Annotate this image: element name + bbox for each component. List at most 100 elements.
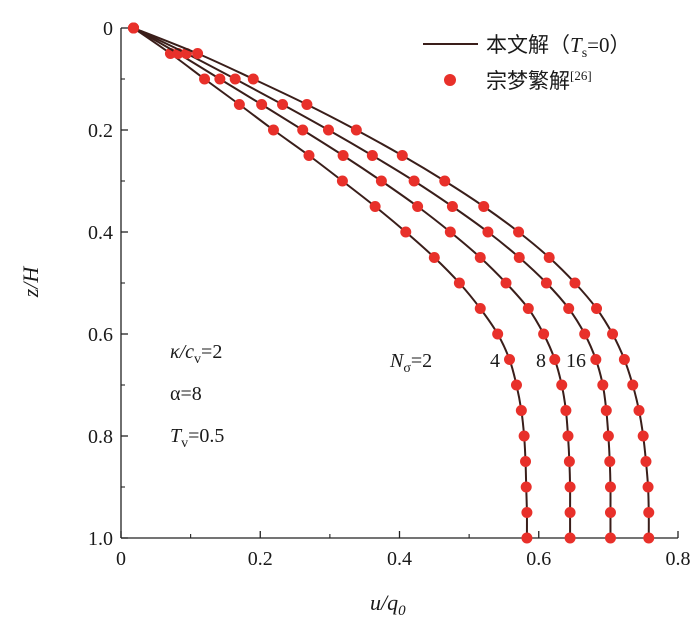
series-1-point [556, 379, 568, 391]
series-2-point [446, 201, 458, 212]
series-0-point [520, 481, 532, 493]
series-0-point [199, 73, 211, 85]
series-3-point [192, 48, 204, 59]
series-2-point [597, 379, 609, 391]
series-0-point [474, 303, 486, 314]
series-0-point [521, 532, 533, 544]
series-3-point [640, 456, 652, 467]
series-3-point [439, 175, 451, 187]
series-0-point [520, 456, 532, 467]
x-tick-label: 0.8 [666, 548, 691, 570]
series-2-point [604, 456, 616, 467]
series-2-point [366, 150, 378, 161]
series-3-point [128, 22, 140, 34]
series-1-point [256, 99, 268, 110]
curve-label-n4: 4 [490, 350, 500, 372]
series-3-point [643, 532, 655, 544]
series-2-point [513, 252, 525, 263]
x-tick-label: 0.2 [248, 548, 273, 570]
y-tick-label: 0.6 [88, 324, 113, 346]
series-2-point [604, 481, 616, 493]
series-0-point [267, 124, 279, 136]
series-2-point [602, 430, 614, 442]
series-3-point [247, 73, 259, 85]
series-3-point [633, 405, 645, 416]
series-1-point [474, 252, 486, 263]
y-tick-label: 0 [103, 18, 113, 40]
series-2-point [604, 507, 616, 518]
series-2-point [322, 124, 334, 136]
series-3-point [543, 252, 555, 263]
series-1-point [412, 201, 424, 212]
series-1-point [522, 303, 534, 314]
series-1-point [297, 124, 309, 136]
y-tick-label: 0.2 [88, 120, 113, 142]
series-1-point [563, 456, 575, 467]
series-2-point [563, 303, 575, 314]
series-2-point [579, 328, 591, 340]
y-tick-label: 0.8 [88, 426, 113, 448]
legend-marker-label: 宗梦繁解[26] [486, 68, 592, 93]
series-0-point [521, 507, 533, 518]
y-axis: 0 0.2 0.4 0.6 0.8 1.0 [88, 18, 128, 550]
series-0-point [518, 430, 530, 442]
series-0-point [492, 328, 504, 340]
series-3-point [569, 277, 581, 289]
series-0-point [336, 175, 348, 187]
x-tick-label: 0 [116, 548, 126, 570]
x-tick-label: 0.6 [526, 548, 551, 570]
series-3-point [618, 354, 630, 365]
series-0-point [504, 354, 516, 365]
series-2-point [600, 405, 612, 416]
series-2-point [277, 99, 289, 110]
series-0-point [400, 226, 412, 238]
y-axis-title: z/H [18, 266, 43, 299]
x-axis: 0 0.2 0.4 0.6 0.8 [116, 531, 691, 570]
series-1-point [562, 430, 574, 442]
series-1-point [214, 73, 226, 85]
series-line-0 [132, 27, 528, 539]
series-1-point [337, 150, 349, 161]
x-axis-title-sub: 0 [398, 603, 406, 619]
legend-marker-swatch [444, 74, 456, 86]
annotation-alpha: α=8 [170, 383, 202, 405]
series-3-point [301, 99, 313, 110]
series-1-point [549, 354, 561, 365]
series-2-point [482, 226, 494, 238]
series-1-point [500, 277, 512, 289]
plot-frame [120, 28, 678, 539]
series-layer [128, 22, 655, 544]
series-1-point [564, 481, 576, 493]
legend-line-label: 本文解（Ts=0） [486, 33, 630, 61]
series-2-point [590, 354, 602, 365]
series-0-point [233, 99, 245, 110]
annotation-tv: Tv=0.5 [170, 425, 224, 451]
x-axis-title: u/q0 [370, 590, 406, 619]
curve-label-n16: 16 [566, 350, 586, 372]
series-2-point [540, 277, 552, 289]
series-3-point [607, 328, 619, 340]
series-3-point [478, 201, 490, 212]
series-3-point [350, 124, 362, 136]
series-0-point [428, 252, 440, 263]
annotation-kappa: κ/cv=2 [170, 341, 222, 367]
y-tick-label: 1.0 [88, 528, 113, 550]
series-3-point [591, 303, 603, 314]
series-3-point [637, 430, 649, 442]
curve-label-n2: Nσ=2 [389, 350, 432, 376]
series-1-point [564, 532, 576, 544]
series-3-point [643, 507, 655, 518]
series-2-point [229, 73, 241, 85]
series-1-point [538, 328, 550, 340]
series-3-point [642, 481, 654, 493]
series-0-point [303, 150, 315, 161]
series-2-point [604, 532, 616, 544]
y-tick-label: 0.4 [88, 222, 113, 244]
series-0-point [515, 405, 527, 416]
series-3-point [627, 379, 639, 391]
x-tick-label: 0.4 [387, 548, 412, 570]
series-2-point [408, 175, 420, 187]
series-3-point [396, 150, 408, 161]
series-0-point [369, 201, 381, 212]
